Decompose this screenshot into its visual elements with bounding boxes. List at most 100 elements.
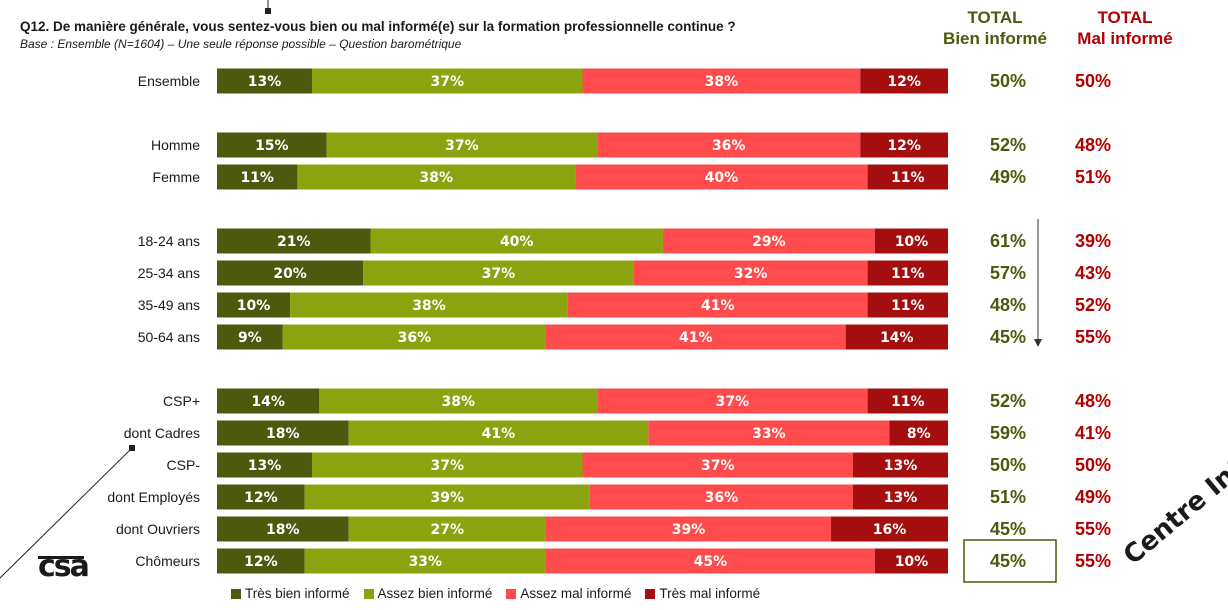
- bar-segment: [217, 420, 349, 446]
- bar-value-label: 27%: [431, 522, 465, 538]
- row-label: Homme: [151, 137, 200, 153]
- bar-value-label: 13%: [248, 74, 282, 90]
- total-bien-value: 52%: [990, 135, 1026, 155]
- bar-segment: [348, 516, 546, 542]
- bar-segment: [852, 484, 948, 510]
- annotation-marker: [265, 8, 271, 14]
- legend-swatch: [231, 588, 241, 599]
- row-label: 25-34 ans: [138, 265, 200, 281]
- bar-segment: [319, 388, 598, 414]
- bar-segment: [297, 164, 576, 190]
- total-bien-header: TOTAL Bien informé: [925, 7, 1065, 49]
- row-label: CSP+: [163, 393, 200, 409]
- bar-value-label: 12%: [887, 138, 921, 154]
- bar-segment: [217, 68, 313, 94]
- annotation-line: [0, 447, 133, 579]
- bar-value-label: 13%: [884, 458, 918, 474]
- legend-swatch: [645, 588, 656, 599]
- bar-segment: [217, 292, 291, 318]
- legend-label: Très bien informé: [245, 586, 350, 601]
- bar-segment: [312, 452, 583, 478]
- bar-value-label: 10%: [895, 234, 929, 250]
- bar-value-label: 41%: [482, 426, 516, 442]
- bar-value-label: 36%: [705, 490, 739, 506]
- bar-segment: [852, 452, 948, 478]
- bar-segment: [217, 516, 349, 542]
- total-bien-header-line2: Bien informé: [943, 29, 1047, 48]
- csa-logo: csa: [38, 549, 90, 584]
- bar-value-label: 12%: [244, 490, 278, 506]
- bar-value-label: 37%: [716, 394, 750, 410]
- row-label: 18-24 ans: [138, 233, 200, 249]
- row-label: Chômeurs: [135, 553, 200, 569]
- total-mal-header: TOTAL Mal informé: [1055, 7, 1195, 49]
- bar-value-label: 37%: [482, 266, 516, 282]
- total-mal-value: 49%: [1075, 487, 1111, 507]
- total-mal-value: 50%: [1075, 455, 1111, 475]
- bar-segment: [304, 484, 590, 510]
- bar-segment: [217, 132, 327, 158]
- bar-value-label: 40%: [705, 170, 739, 186]
- total-mal-value: 55%: [1075, 551, 1111, 571]
- bar-segment: [326, 132, 598, 158]
- bar-value-label: 18%: [266, 426, 300, 442]
- row-label: dont Ouvriers: [116, 521, 200, 537]
- bar-segment: [304, 548, 546, 574]
- total-bien-value: 50%: [990, 71, 1026, 91]
- total-bien-value: 49%: [990, 167, 1026, 187]
- total-bien-value: 61%: [990, 231, 1026, 251]
- bar-segment: [633, 260, 868, 286]
- legend-item: Très mal informé: [645, 586, 760, 601]
- bar-value-label: 38%: [441, 394, 475, 410]
- bar-value-label: 45%: [694, 554, 728, 570]
- bar-value-label: 16%: [873, 522, 907, 538]
- bar-value-label: 29%: [752, 234, 786, 250]
- bar-segment: [867, 260, 948, 286]
- bar-value-label: 41%: [679, 330, 713, 346]
- bar-value-label: 10%: [237, 298, 271, 314]
- bar-segment: [312, 68, 583, 94]
- bar-value-label: 33%: [409, 554, 443, 570]
- legend-item: Très bien informé: [231, 586, 350, 601]
- legend-item: Assez mal informé: [506, 586, 631, 601]
- total-bien-header-line1: TOTAL: [967, 8, 1023, 27]
- total-mal-value: 52%: [1075, 295, 1111, 315]
- total-mal-value: 41%: [1075, 423, 1111, 443]
- bar-segment: [545, 324, 846, 350]
- total-bien-value: 57%: [990, 263, 1026, 283]
- bar-value-label: 37%: [701, 458, 735, 474]
- bar-value-label: 9%: [238, 330, 262, 346]
- row-label: 50-64 ans: [138, 329, 200, 345]
- bar-segment: [290, 292, 568, 318]
- bar-value-label: 13%: [884, 490, 918, 506]
- bar-value-label: 11%: [891, 298, 925, 314]
- legend-swatch: [506, 588, 517, 599]
- bar-segment: [582, 452, 853, 478]
- legend-swatch: [363, 588, 374, 599]
- bar-value-label: 33%: [752, 426, 786, 442]
- bar-value-label: 11%: [891, 266, 925, 282]
- total-mal-header-line2: Mal informé: [1077, 29, 1173, 48]
- bar-segment: [545, 548, 875, 574]
- bar-segment: [567, 292, 868, 318]
- total-mal-value: 50%: [1075, 71, 1111, 91]
- bar-segment: [575, 164, 868, 190]
- chart-legend: Très bien informé Assez bien informé Assez…: [231, 586, 760, 601]
- total-mal-value: 55%: [1075, 519, 1111, 539]
- bar-value-label: 11%: [891, 394, 925, 410]
- total-mal-value: 55%: [1075, 327, 1111, 347]
- total-mal-value: 48%: [1075, 391, 1111, 411]
- bar-value-label: 36%: [712, 138, 746, 154]
- row-label: 35-49 ans: [138, 297, 200, 313]
- row-label: Femme: [153, 169, 201, 185]
- bar-segment: [217, 324, 283, 350]
- bar-value-label: 38%: [412, 298, 446, 314]
- bar-segment: [217, 452, 313, 478]
- total-bien-value: 59%: [990, 423, 1026, 443]
- bar-value-label: 38%: [705, 74, 739, 90]
- bar-segment: [348, 420, 649, 446]
- total-bien-value: 45%: [990, 519, 1026, 539]
- bar-segment: [845, 324, 948, 350]
- bar-segment: [662, 228, 875, 254]
- bar-value-label: 14%: [251, 394, 285, 410]
